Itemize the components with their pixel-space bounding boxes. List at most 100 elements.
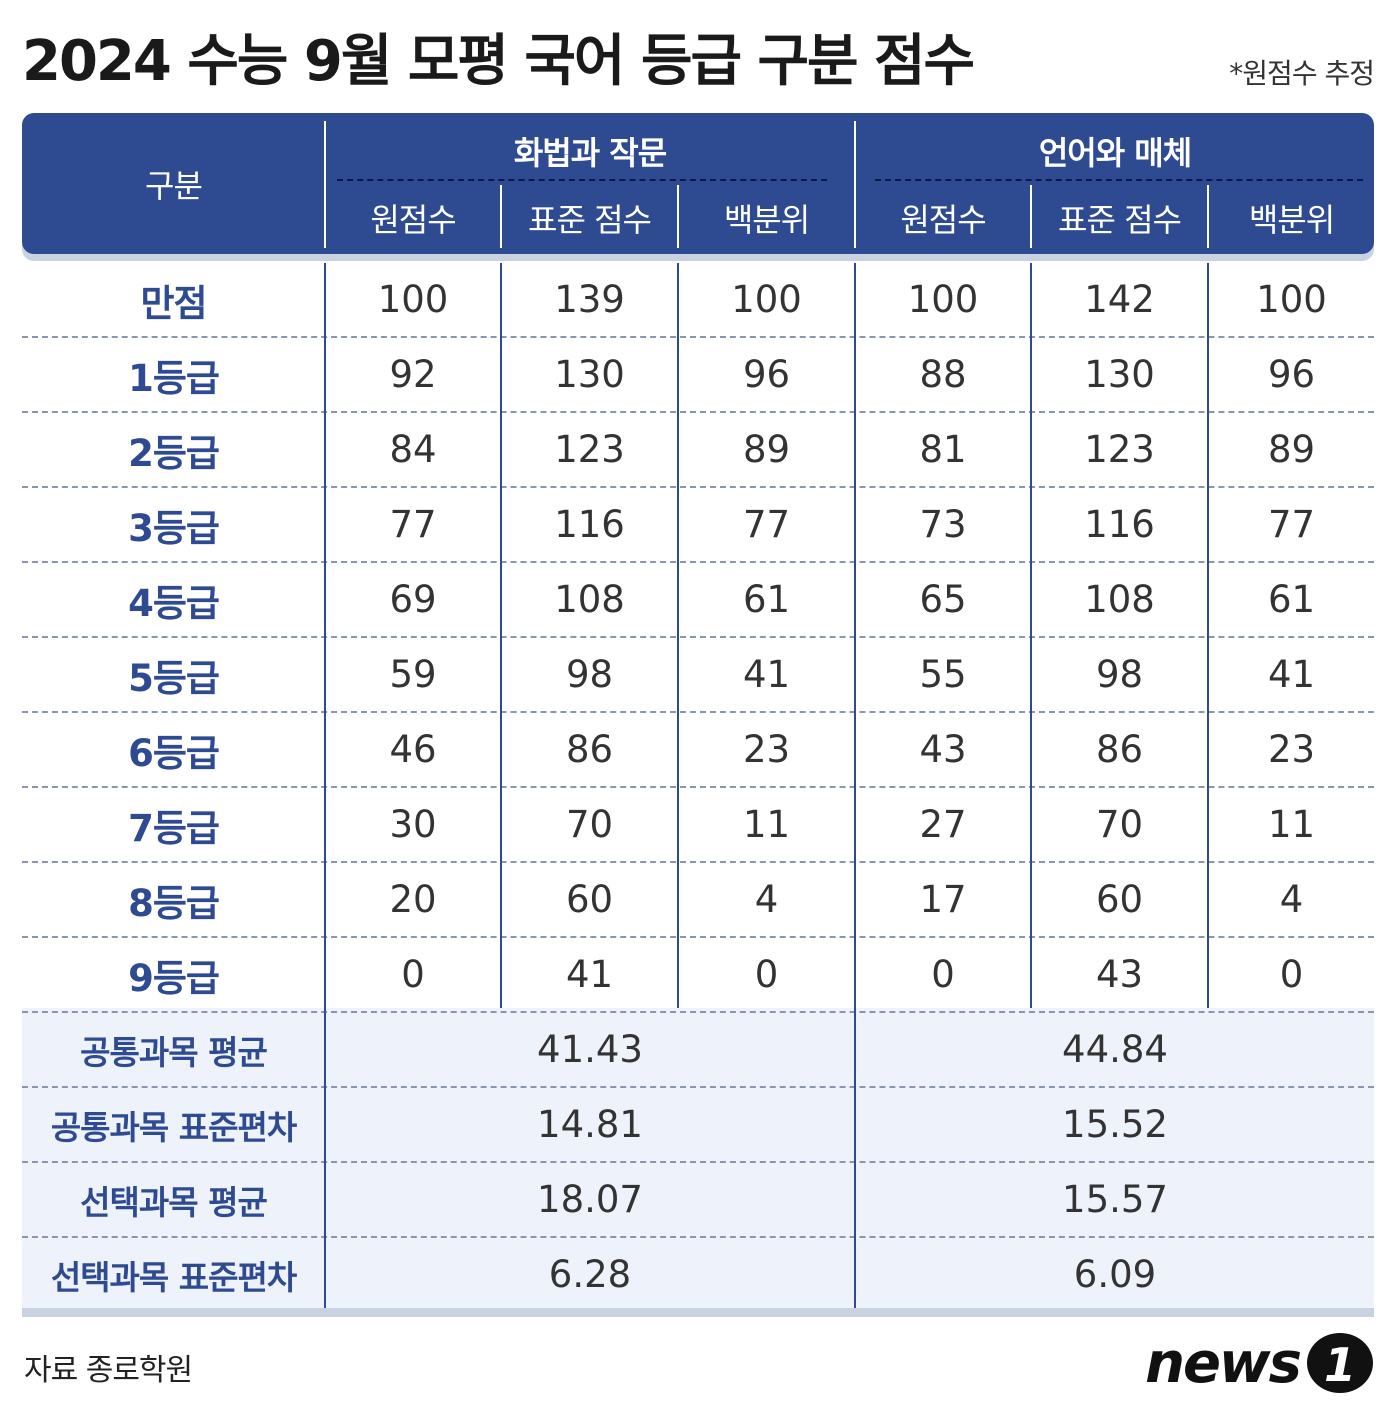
header-divider <box>1207 185 1209 248</box>
score-cell: 65 <box>919 578 967 621</box>
score-cell: 100 <box>1256 278 1327 321</box>
score-cell: 70 <box>565 803 614 846</box>
table-row: 1등급 92 130 96 88 130 96 <box>22 338 1374 413</box>
stats-label: 공통과목 표준편차 <box>50 1107 297 1147</box>
stats-section <box>22 1008 1374 1308</box>
grade-table: 구분 화법과 작문 언어와 매체 원점수 표준 점수 백분위 원점수 표준 점수… <box>22 113 1374 1320</box>
source-credit: 자료 종로학원 <box>24 1353 193 1388</box>
score-cell: 96 <box>742 353 791 396</box>
score-cell: 41 <box>565 953 614 996</box>
header-group-language-media: 언어와 매체 <box>1038 134 1192 172</box>
score-cell: 100 <box>907 278 979 321</box>
score-cell: 30 <box>389 803 437 846</box>
column-divider <box>1030 263 1032 1008</box>
score-cell: 88 <box>919 353 967 396</box>
stats-value: 41.43 <box>537 1028 643 1071</box>
score-cell: 59 <box>389 653 437 696</box>
stats-value: 18.07 <box>537 1178 643 1221</box>
score-cell: 116 <box>554 503 625 546</box>
stats-row: 공통과목 표준편차 14.81 15.52 <box>22 1088 1374 1163</box>
score-cell: 84 <box>389 428 437 471</box>
header-divider <box>324 121 326 248</box>
score-cell: 4 <box>754 878 779 921</box>
score-cell: 69 <box>389 578 437 621</box>
score-cell: 55 <box>919 653 967 696</box>
stats-label: 선택과목 표준편차 <box>50 1257 297 1297</box>
header-category: 구분 <box>145 166 203 205</box>
score-cell: 77 <box>742 503 791 546</box>
estimate-note: *원점수 추정 <box>1229 57 1375 90</box>
stats-label: 공통과목 평균 <box>80 1032 268 1072</box>
score-cell: 60 <box>1095 878 1144 921</box>
stats-value: 6.28 <box>548 1253 632 1296</box>
score-cell: 81 <box>919 428 967 471</box>
stats-value: 15.57 <box>1062 1178 1168 1221</box>
score-cell: 89 <box>742 428 791 471</box>
score-cell: 4 <box>1279 878 1304 921</box>
score-cell: 96 <box>1267 353 1316 396</box>
score-cell: 139 <box>554 278 625 321</box>
row-label: 4등급 <box>128 581 220 625</box>
score-cell: 0 <box>401 953 425 996</box>
score-cell: 23 <box>1267 728 1316 771</box>
header-group-speech-writing: 화법과 작문 <box>513 134 667 172</box>
column-divider <box>324 263 326 1308</box>
row-label: 7등급 <box>128 806 220 850</box>
score-cell: 60 <box>565 878 614 921</box>
score-cell: 100 <box>377 278 449 321</box>
score-cell: 73 <box>919 503 967 546</box>
row-label: 1등급 <box>128 356 220 400</box>
stats-value: 44.84 <box>1062 1028 1168 1071</box>
header-percentile: 백분위 <box>1248 200 1335 239</box>
score-cell: 70 <box>1095 803 1144 846</box>
header-raw-score: 원점수 <box>900 200 986 239</box>
row-label: 6등급 <box>128 731 220 775</box>
score-cell: 43 <box>1095 953 1144 996</box>
header-standard-score: 표준 점수 <box>528 200 652 239</box>
column-divider <box>500 263 502 1008</box>
column-divider <box>677 263 679 1008</box>
header-divider <box>854 121 856 248</box>
header-percentile: 백분위 <box>723 200 810 239</box>
score-cell: 98 <box>1095 653 1144 696</box>
header-divider <box>500 185 502 248</box>
header-standard-score: 표준 점수 <box>1058 200 1182 239</box>
score-cell: 142 <box>1084 278 1155 321</box>
stats-value: 6.09 <box>1073 1253 1157 1296</box>
score-cell: 123 <box>554 428 625 471</box>
score-cell: 61 <box>742 578 791 621</box>
score-cell: 130 <box>554 353 625 396</box>
row-label: 2등급 <box>128 431 220 475</box>
score-cell: 11 <box>742 803 791 846</box>
header-divider <box>1030 185 1032 248</box>
table-row: 9등급 0 41 0 0 43 0 <box>22 938 1374 1013</box>
score-cell: 123 <box>1084 428 1155 471</box>
score-cell: 41 <box>1267 653 1316 696</box>
table-header: 구분 화법과 작문 언어와 매체 원점수 표준 점수 백분위 원점수 표준 점수… <box>22 113 1374 254</box>
page-title: 2024 수능 9월 모평 국어 등급 구분 점수 <box>22 29 975 94</box>
table-row: 만점 100 139 100 100 142 100 <box>22 263 1374 338</box>
score-cell: 27 <box>919 803 967 846</box>
header-divider <box>677 185 679 248</box>
logo-mark-icon: 1 <box>1307 1333 1373 1393</box>
row-label: 5등급 <box>128 656 220 700</box>
score-cell: 17 <box>919 878 967 921</box>
score-cell: 89 <box>1267 428 1316 471</box>
score-cell: 86 <box>565 728 614 771</box>
score-cell: 0 <box>1279 953 1304 996</box>
news1-logo: news 1 <box>1145 1328 1374 1398</box>
table-row: 5등급 59 98 41 55 98 41 <box>22 638 1374 713</box>
table-row: 2등급 84 123 89 81 123 89 <box>22 413 1374 488</box>
logo-text: news <box>1145 1330 1302 1396</box>
row-label: 만점 <box>140 281 207 325</box>
score-cell: 61 <box>1267 578 1316 621</box>
column-divider <box>854 263 856 1308</box>
column-divider <box>1207 263 1209 1008</box>
score-cell: 0 <box>754 953 779 996</box>
score-cell: 43 <box>919 728 967 771</box>
row-label: 9등급 <box>128 956 220 1000</box>
table-bottom-border <box>22 1308 1374 1317</box>
score-cell: 23 <box>742 728 791 771</box>
logo-mark-text: 1 <box>1324 1338 1356 1392</box>
stats-row: 선택과목 평균 18.07 15.57 <box>22 1163 1374 1238</box>
